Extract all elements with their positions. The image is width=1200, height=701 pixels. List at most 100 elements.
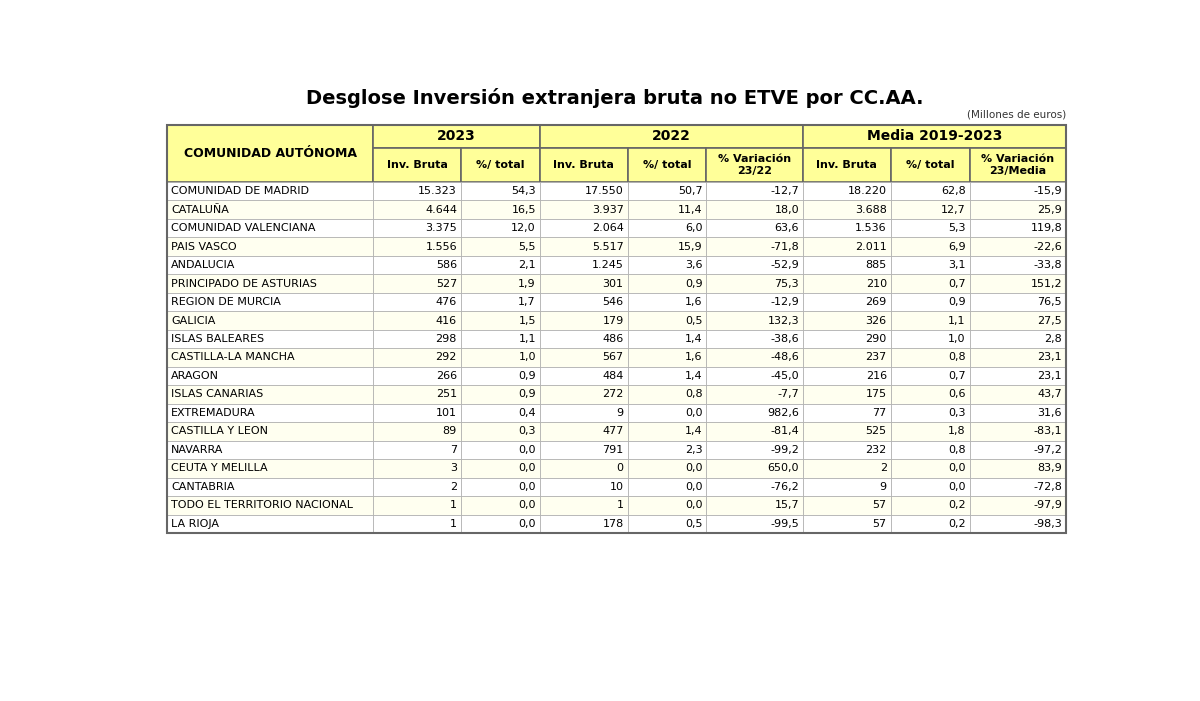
Bar <box>461 422 540 441</box>
Bar <box>628 385 707 404</box>
Bar <box>970 404 1066 422</box>
Bar <box>373 148 461 182</box>
Bar <box>970 182 1066 200</box>
Text: 0,0: 0,0 <box>685 408 702 418</box>
Text: 298: 298 <box>436 334 457 344</box>
Bar <box>803 182 890 200</box>
Bar <box>803 293 890 311</box>
Bar <box>461 477 540 496</box>
Text: 0,0: 0,0 <box>518 463 536 473</box>
Bar <box>890 293 970 311</box>
Bar <box>373 515 461 533</box>
Text: 27,5: 27,5 <box>1038 315 1062 325</box>
Text: 83,9: 83,9 <box>1038 463 1062 473</box>
Text: 484: 484 <box>602 371 624 381</box>
Bar <box>803 496 890 515</box>
Text: 0,4: 0,4 <box>518 408 536 418</box>
Bar <box>970 367 1066 385</box>
Bar <box>970 256 1066 274</box>
Text: 62,8: 62,8 <box>941 186 966 196</box>
Bar <box>890 182 970 200</box>
Bar <box>540 219 628 238</box>
Text: 0,3: 0,3 <box>518 426 536 437</box>
Text: -99,5: -99,5 <box>770 519 799 529</box>
Text: 2: 2 <box>880 463 887 473</box>
Bar <box>540 148 628 182</box>
Bar <box>803 311 890 329</box>
Bar <box>628 200 707 219</box>
Bar <box>167 496 373 515</box>
Bar <box>167 182 373 200</box>
Text: 301: 301 <box>602 278 624 289</box>
Text: 5.517: 5.517 <box>592 242 624 252</box>
Bar <box>540 256 628 274</box>
Bar <box>540 477 628 496</box>
Bar <box>628 256 707 274</box>
Bar <box>890 367 970 385</box>
Text: 2,8: 2,8 <box>1044 334 1062 344</box>
Text: 1,1: 1,1 <box>518 334 536 344</box>
Bar <box>707 459 803 477</box>
Text: -76,2: -76,2 <box>770 482 799 492</box>
Bar <box>373 477 461 496</box>
Bar <box>373 404 461 422</box>
Bar <box>803 459 890 477</box>
Text: 290: 290 <box>865 334 887 344</box>
Text: 11,4: 11,4 <box>678 205 702 215</box>
Bar <box>540 329 628 348</box>
Bar <box>167 477 373 496</box>
Bar <box>707 367 803 385</box>
Bar <box>167 238 373 256</box>
Text: 1,5: 1,5 <box>518 315 536 325</box>
Text: 15,7: 15,7 <box>774 501 799 510</box>
Bar <box>461 256 540 274</box>
Text: 178: 178 <box>602 519 624 529</box>
Text: 2.064: 2.064 <box>592 223 624 233</box>
Text: 272: 272 <box>602 390 624 400</box>
Text: 0,8: 0,8 <box>948 353 966 362</box>
Text: 650,0: 650,0 <box>768 463 799 473</box>
Bar <box>628 422 707 441</box>
Bar <box>890 219 970 238</box>
Text: 546: 546 <box>602 297 624 307</box>
Text: 2,1: 2,1 <box>518 260 536 270</box>
Text: 3.688: 3.688 <box>854 205 887 215</box>
Text: 0,7: 0,7 <box>948 278 966 289</box>
Bar <box>890 256 970 274</box>
Bar <box>707 256 803 274</box>
Text: -98,3: -98,3 <box>1033 519 1062 529</box>
Bar <box>373 219 461 238</box>
Bar <box>461 238 540 256</box>
Text: 0,0: 0,0 <box>518 482 536 492</box>
Text: LA RIOJA: LA RIOJA <box>170 519 218 529</box>
Text: 23,1: 23,1 <box>1038 371 1062 381</box>
Text: 0,0: 0,0 <box>948 482 966 492</box>
Text: 1,1: 1,1 <box>948 315 966 325</box>
Bar <box>461 182 540 200</box>
Bar <box>167 311 373 329</box>
Bar <box>540 422 628 441</box>
Text: Media 2019-2023: Media 2019-2023 <box>866 130 1002 144</box>
Text: 525: 525 <box>865 426 887 437</box>
Text: 17.550: 17.550 <box>584 186 624 196</box>
Text: 175: 175 <box>865 390 887 400</box>
Text: 237: 237 <box>865 353 887 362</box>
Bar <box>628 182 707 200</box>
Text: 885: 885 <box>865 260 887 270</box>
Bar <box>540 293 628 311</box>
Text: 0,0: 0,0 <box>948 463 966 473</box>
Bar <box>803 441 890 459</box>
Bar <box>803 515 890 533</box>
Text: 1: 1 <box>617 501 624 510</box>
Bar <box>540 367 628 385</box>
Text: %/ total: %/ total <box>476 160 524 170</box>
Text: CASTILLA-LA MANCHA: CASTILLA-LA MANCHA <box>170 353 294 362</box>
Bar <box>890 477 970 496</box>
Bar <box>373 200 461 219</box>
Text: 63,6: 63,6 <box>774 223 799 233</box>
Bar <box>628 459 707 477</box>
Bar <box>707 515 803 533</box>
Text: 0,3: 0,3 <box>948 408 966 418</box>
Text: 477: 477 <box>602 426 624 437</box>
Bar <box>461 274 540 293</box>
